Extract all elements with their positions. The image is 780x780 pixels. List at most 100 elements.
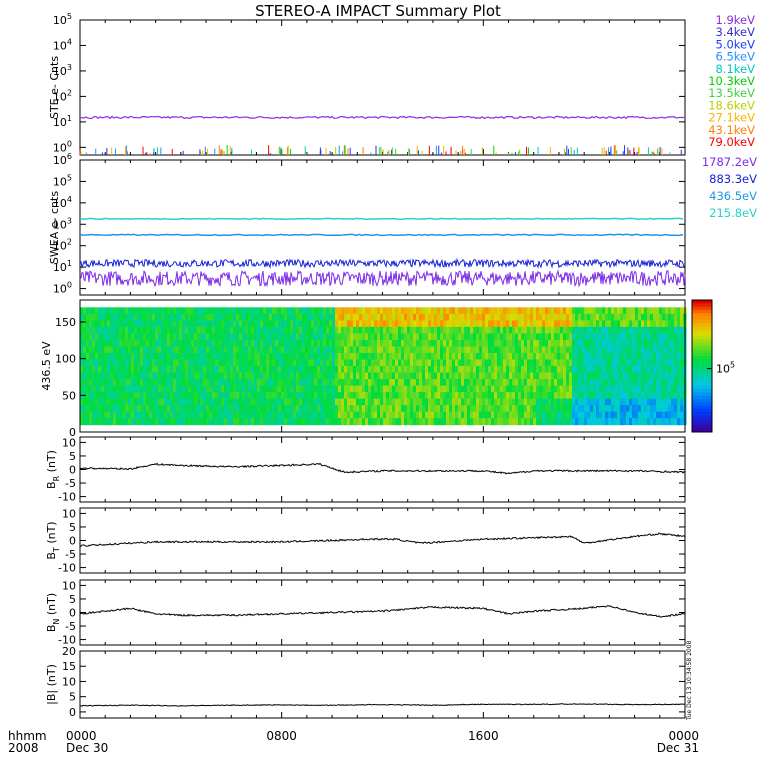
- pad-heat-cell: [419, 411, 423, 419]
- pad-heat-cell: [353, 366, 357, 374]
- bn-series-line: [79, 605, 685, 618]
- pad-heat-cell: [395, 379, 399, 387]
- pad-heat-cell: [230, 326, 234, 334]
- pad-heat-cell: [257, 366, 261, 374]
- pad-heat-cell: [644, 359, 648, 367]
- pad-heat-cell: [239, 359, 243, 367]
- pad-heat-cell: [578, 326, 582, 334]
- pad-heat-cell: [443, 333, 447, 341]
- pad-heat-cell: [296, 366, 300, 374]
- pad-heat-cell: [272, 366, 276, 374]
- pad-heat-cell: [191, 320, 195, 328]
- pad-heat-cell: [101, 326, 105, 334]
- pad-heat-cell: [446, 339, 450, 347]
- bmag-series-line: [79, 703, 686, 707]
- pad-heat-cell: [434, 366, 438, 374]
- pad-heat-cell: [167, 411, 171, 419]
- pad-heat-cell: [644, 398, 648, 406]
- pad-heat-cell: [164, 320, 168, 328]
- pad-heat-cell: [503, 372, 507, 380]
- pad-heat-cell: [167, 352, 171, 360]
- pad-heat-cell: [260, 313, 264, 321]
- pad-heat-cell: [665, 418, 669, 426]
- pad-heat-cell: [527, 372, 531, 380]
- pad-heat-cell: [479, 372, 483, 380]
- pad-heat-cell: [566, 392, 570, 400]
- pad-heat-cell: [131, 307, 135, 315]
- pad-heat-cell: [380, 379, 384, 387]
- pad-heat-cell: [422, 372, 426, 380]
- y-tick-label: -5: [65, 548, 76, 561]
- pad-heat-cell: [143, 392, 147, 400]
- pad-heat-cell: [326, 398, 330, 406]
- pad-heat-cell: [449, 411, 453, 419]
- pad-heat-cell: [152, 385, 156, 393]
- pad-heat-cell: [467, 366, 471, 374]
- pad-heat-cell: [146, 366, 150, 374]
- pad-heat-cell: [203, 392, 207, 400]
- pad-heat-cell: [659, 320, 663, 328]
- pad-heat-cell: [524, 411, 528, 419]
- pad-heat-cell: [377, 385, 381, 393]
- pad-heat-cell: [326, 346, 330, 354]
- pad-heat-cell: [656, 398, 660, 406]
- pad-heat-cell: [146, 385, 150, 393]
- pad-heat-cell: [140, 372, 144, 380]
- pad-heat-cell: [125, 366, 129, 374]
- pad-heat-cell: [239, 326, 243, 334]
- pad-heat-cell: [80, 333, 84, 341]
- pad-heat-cell: [677, 346, 681, 354]
- pad-heat-cell: [503, 346, 507, 354]
- colorbar-segment: [692, 319, 712, 324]
- pad-heat-cell: [638, 366, 642, 374]
- pad-heat-cell: [272, 392, 276, 400]
- pad-heat-cell: [275, 379, 279, 387]
- pad-heat-cell: [98, 346, 102, 354]
- pad-heat-cell: [545, 346, 549, 354]
- pad-heat-cell: [281, 359, 285, 367]
- pad-heat-cell: [494, 346, 498, 354]
- pad-heat-cell: [383, 352, 387, 360]
- pad-heat-cell: [545, 411, 549, 419]
- pad-heat-cell: [575, 392, 579, 400]
- pad-heat-cell: [92, 418, 96, 426]
- pad-heat-cell: [218, 418, 222, 426]
- pad-heat-cell: [371, 398, 375, 406]
- pad-heat-cell: [611, 307, 615, 315]
- pad-heat-cell: [389, 405, 393, 413]
- pad-heat-cell: [617, 307, 621, 315]
- pad-heat-cell: [359, 333, 363, 341]
- pad-heat-cell: [227, 307, 231, 315]
- pad-heat-cell: [227, 411, 231, 419]
- pad-heat-cell: [197, 398, 201, 406]
- pad-heat-cell: [239, 372, 243, 380]
- pad-heat-cell: [275, 313, 279, 321]
- pad-heat-cell: [344, 359, 348, 367]
- pad-heat-cell: [194, 333, 198, 341]
- pad-heat-cell: [677, 320, 681, 328]
- pad-heat-cell: [647, 339, 651, 347]
- pad-heat-cell: [263, 411, 267, 419]
- pad-heat-cell: [488, 320, 492, 328]
- pad-heat-cell: [518, 333, 522, 341]
- pad-heat-cell: [86, 405, 90, 413]
- pad-heat-cell: [506, 385, 510, 393]
- pad-heat-cell: [545, 320, 549, 328]
- pad-heat-cell: [107, 313, 111, 321]
- pad-heat-cell: [101, 320, 105, 328]
- pad-heat-cell: [635, 372, 639, 380]
- pad-heat-cell: [653, 320, 657, 328]
- pad-heat-cell: [425, 405, 429, 413]
- pad-heat-cell: [653, 333, 657, 341]
- pad-heat-cell: [155, 372, 159, 380]
- pad-heat-cell: [221, 411, 225, 419]
- pad-heat-cell: [149, 333, 153, 341]
- pad-heat-cell: [359, 307, 363, 315]
- pad-heat-cell: [146, 339, 150, 347]
- legend-entry-ste: 27.1keV: [708, 111, 755, 125]
- pad-heat-cell: [287, 418, 291, 426]
- pad-heat-cell: [626, 411, 630, 419]
- pad-heat-cell: [482, 392, 486, 400]
- pad-heat-cell: [413, 411, 417, 419]
